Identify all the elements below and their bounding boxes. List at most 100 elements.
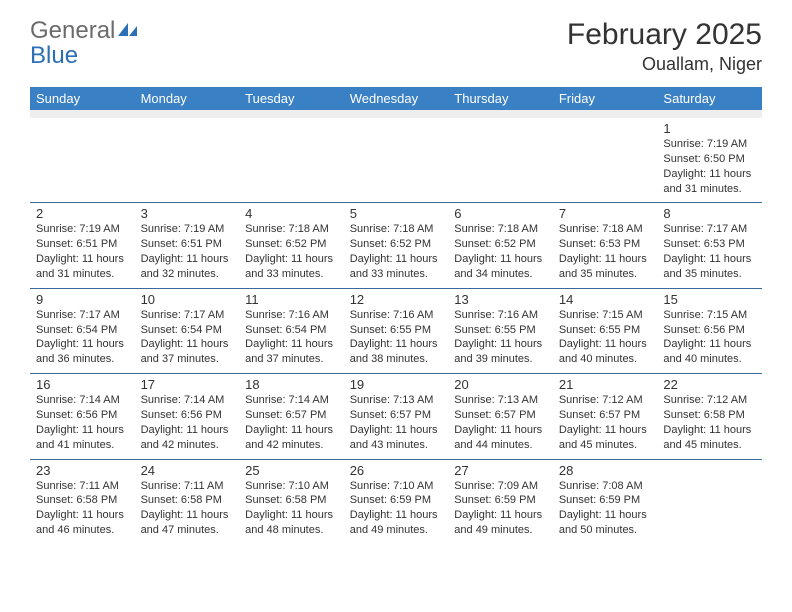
sunrise-text: Sunrise: 7:16 AM	[245, 308, 338, 323]
weekday-header: Monday	[135, 87, 240, 110]
daylight-text: Daylight: 11 hours and 41 minutes.	[36, 423, 129, 453]
daylight-text: Daylight: 11 hours and 40 minutes.	[559, 337, 652, 367]
sunset-text: Sunset: 6:58 PM	[245, 493, 338, 508]
daylight-text: Daylight: 11 hours and 42 minutes.	[141, 423, 234, 453]
daylight-text: Daylight: 11 hours and 50 minutes.	[559, 508, 652, 538]
daylight-text: Daylight: 11 hours and 43 minutes.	[350, 423, 443, 453]
weekday-header: Friday	[553, 87, 658, 110]
daylight-text: Daylight: 11 hours and 42 minutes.	[245, 423, 338, 453]
sunset-text: Sunset: 6:51 PM	[141, 237, 234, 252]
sunrise-text: Sunrise: 7:14 AM	[141, 393, 234, 408]
daylight-text: Daylight: 11 hours and 47 minutes.	[141, 508, 234, 538]
day-cell: 2Sunrise: 7:19 AMSunset: 6:51 PMDaylight…	[30, 203, 135, 287]
sunrise-text: Sunrise: 7:15 AM	[663, 308, 756, 323]
sunset-text: Sunset: 6:58 PM	[663, 408, 756, 423]
weekday-header: Sunday	[30, 87, 135, 110]
daylight-text: Daylight: 11 hours and 34 minutes.	[454, 252, 547, 282]
sunset-text: Sunset: 6:59 PM	[454, 493, 547, 508]
daylight-text: Daylight: 11 hours and 35 minutes.	[663, 252, 756, 282]
sunset-text: Sunset: 6:59 PM	[559, 493, 652, 508]
sunrise-text: Sunrise: 7:18 AM	[350, 222, 443, 237]
day-number: 17	[141, 377, 234, 392]
weekday-header: Thursday	[448, 87, 553, 110]
day-number: 9	[36, 292, 129, 307]
day-number: 14	[559, 292, 652, 307]
calendar-grid: Sunday Monday Tuesday Wednesday Thursday…	[30, 87, 762, 544]
daylight-text: Daylight: 11 hours and 32 minutes.	[141, 252, 234, 282]
daylight-text: Daylight: 11 hours and 35 minutes.	[559, 252, 652, 282]
sunset-text: Sunset: 6:52 PM	[454, 237, 547, 252]
sunset-text: Sunset: 6:54 PM	[36, 323, 129, 338]
day-number: 22	[663, 377, 756, 392]
day-number: 6	[454, 206, 547, 221]
sunrise-text: Sunrise: 7:18 AM	[559, 222, 652, 237]
day-cell: 23Sunrise: 7:11 AMSunset: 6:58 PMDayligh…	[30, 460, 135, 544]
location-label: Ouallam, Niger	[567, 54, 762, 75]
day-number: 3	[141, 206, 234, 221]
day-number: 16	[36, 377, 129, 392]
daylight-text: Daylight: 11 hours and 45 minutes.	[663, 423, 756, 453]
day-cell: 7Sunrise: 7:18 AMSunset: 6:53 PMDaylight…	[553, 203, 658, 287]
sunrise-text: Sunrise: 7:10 AM	[245, 479, 338, 494]
day-number: 11	[245, 292, 338, 307]
day-cell: 24Sunrise: 7:11 AMSunset: 6:58 PMDayligh…	[135, 460, 240, 544]
sunset-text: Sunset: 6:56 PM	[36, 408, 129, 423]
day-cell	[135, 118, 240, 202]
week-row: 2Sunrise: 7:19 AMSunset: 6:51 PMDaylight…	[30, 202, 762, 287]
sunset-text: Sunset: 6:58 PM	[141, 493, 234, 508]
day-number: 8	[663, 206, 756, 221]
sunrise-text: Sunrise: 7:12 AM	[559, 393, 652, 408]
daylight-text: Daylight: 11 hours and 37 minutes.	[141, 337, 234, 367]
sunrise-text: Sunrise: 7:19 AM	[663, 137, 756, 152]
sunset-text: Sunset: 6:57 PM	[245, 408, 338, 423]
daylight-text: Daylight: 11 hours and 49 minutes.	[350, 508, 443, 538]
sunset-text: Sunset: 6:52 PM	[350, 237, 443, 252]
sunrise-text: Sunrise: 7:11 AM	[141, 479, 234, 494]
sunrise-text: Sunrise: 7:11 AM	[36, 479, 129, 494]
day-cell	[657, 460, 762, 544]
week-row: 23Sunrise: 7:11 AMSunset: 6:58 PMDayligh…	[30, 459, 762, 544]
sunset-text: Sunset: 6:51 PM	[36, 237, 129, 252]
title-block: February 2025Ouallam, Niger	[567, 18, 762, 75]
daylight-text: Daylight: 11 hours and 31 minutes.	[663, 167, 756, 197]
sunrise-text: Sunrise: 7:12 AM	[663, 393, 756, 408]
day-cell: 14Sunrise: 7:15 AMSunset: 6:55 PMDayligh…	[553, 289, 658, 373]
brand-line1: General	[30, 18, 139, 43]
sunrise-text: Sunrise: 7:16 AM	[454, 308, 547, 323]
sunrise-text: Sunrise: 7:08 AM	[559, 479, 652, 494]
day-number: 12	[350, 292, 443, 307]
sunrise-text: Sunrise: 7:17 AM	[36, 308, 129, 323]
day-number: 5	[350, 206, 443, 221]
week-row: 16Sunrise: 7:14 AMSunset: 6:56 PMDayligh…	[30, 373, 762, 458]
sunset-text: Sunset: 6:52 PM	[245, 237, 338, 252]
day-cell: 17Sunrise: 7:14 AMSunset: 6:56 PMDayligh…	[135, 374, 240, 458]
sunset-text: Sunset: 6:54 PM	[141, 323, 234, 338]
sunrise-text: Sunrise: 7:14 AM	[245, 393, 338, 408]
weekday-header-row: Sunday Monday Tuesday Wednesday Thursday…	[30, 87, 762, 110]
month-title: February 2025	[567, 18, 762, 52]
sunrise-text: Sunrise: 7:15 AM	[559, 308, 652, 323]
day-cell: 9Sunrise: 7:17 AMSunset: 6:54 PMDaylight…	[30, 289, 135, 373]
day-number: 18	[245, 377, 338, 392]
sunrise-text: Sunrise: 7:17 AM	[663, 222, 756, 237]
daylight-text: Daylight: 11 hours and 44 minutes.	[454, 423, 547, 453]
sunset-text: Sunset: 6:50 PM	[663, 152, 756, 167]
sunrise-text: Sunrise: 7:19 AM	[141, 222, 234, 237]
day-cell: 28Sunrise: 7:08 AMSunset: 6:59 PMDayligh…	[553, 460, 658, 544]
day-cell	[553, 118, 658, 202]
weeks-container: 1Sunrise: 7:19 AMSunset: 6:50 PMDaylight…	[30, 118, 762, 544]
day-cell	[239, 118, 344, 202]
day-cell: 20Sunrise: 7:13 AMSunset: 6:57 PMDayligh…	[448, 374, 553, 458]
day-number: 25	[245, 463, 338, 478]
day-cell: 11Sunrise: 7:16 AMSunset: 6:54 PMDayligh…	[239, 289, 344, 373]
brand-part1: General	[30, 18, 115, 43]
day-cell: 6Sunrise: 7:18 AMSunset: 6:52 PMDaylight…	[448, 203, 553, 287]
daylight-text: Daylight: 11 hours and 33 minutes.	[245, 252, 338, 282]
daylight-text: Daylight: 11 hours and 40 minutes.	[663, 337, 756, 367]
sunrise-text: Sunrise: 7:19 AM	[36, 222, 129, 237]
daylight-text: Daylight: 11 hours and 49 minutes.	[454, 508, 547, 538]
day-cell: 1Sunrise: 7:19 AMSunset: 6:50 PMDaylight…	[657, 118, 762, 202]
day-cell: 21Sunrise: 7:12 AMSunset: 6:57 PMDayligh…	[553, 374, 658, 458]
daylight-text: Daylight: 11 hours and 31 minutes.	[36, 252, 129, 282]
weekday-header: Saturday	[657, 87, 762, 110]
